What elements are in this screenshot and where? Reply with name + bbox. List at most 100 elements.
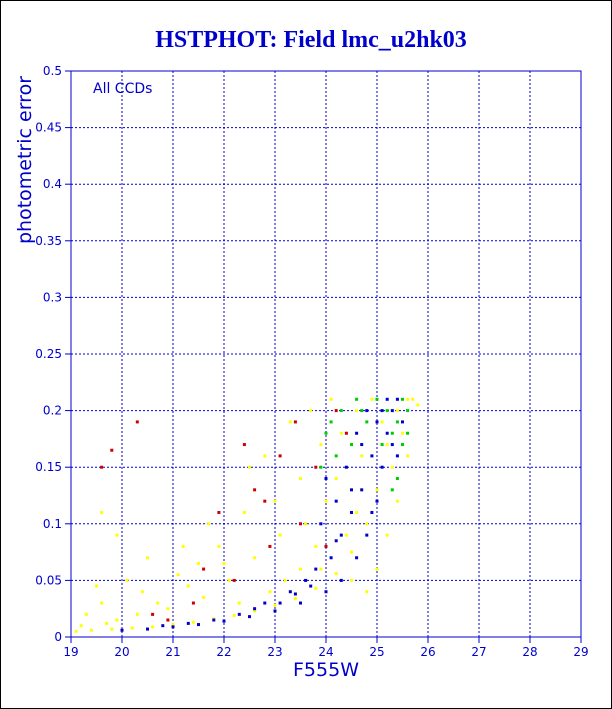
- data-point: [401, 443, 404, 447]
- data-point: [355, 409, 359, 413]
- data-point: [186, 621, 190, 625]
- data-point: [314, 567, 318, 571]
- data-point: [314, 586, 318, 590]
- data-point: [212, 618, 216, 622]
- data-point: [355, 431, 359, 435]
- data-point: [135, 612, 139, 616]
- y-tick-label: 0.4: [43, 177, 62, 191]
- y-tick-label: 0.35: [35, 234, 62, 248]
- data-point: [385, 431, 389, 435]
- data-point: [268, 544, 272, 548]
- data-point: [395, 409, 399, 413]
- data-point: [334, 499, 338, 503]
- data-point: [385, 397, 389, 401]
- data-point: [146, 627, 149, 631]
- data-point: [380, 443, 384, 447]
- y-tick-label: 0.3: [43, 290, 62, 304]
- data-point: [299, 601, 302, 605]
- data-point: [355, 510, 359, 514]
- data-point: [293, 420, 297, 424]
- data-point: [365, 590, 369, 594]
- data-point: [395, 477, 399, 481]
- x-tick-label: 20: [114, 645, 129, 659]
- x-tick-label: 22: [216, 645, 231, 659]
- data-point: [375, 488, 379, 492]
- y-tick-label: 0.25: [35, 347, 62, 361]
- data-point: [248, 465, 251, 469]
- data-point: [171, 623, 175, 627]
- data-point: [314, 544, 318, 548]
- data-point: [390, 465, 394, 469]
- data-point: [314, 465, 318, 469]
- data-point: [202, 595, 206, 599]
- data-point: [237, 601, 241, 605]
- data-point: [339, 409, 343, 413]
- data-point: [395, 397, 399, 401]
- data-point: [350, 578, 353, 582]
- data-point: [253, 609, 257, 613]
- data-point: [416, 403, 420, 407]
- data-point: [380, 420, 384, 424]
- data-point: [166, 618, 170, 622]
- data-point: [242, 443, 246, 447]
- data-point: [299, 477, 302, 481]
- data-point: [100, 510, 104, 514]
- data-point: [319, 443, 323, 447]
- data-point: [390, 409, 394, 413]
- y-axis-ticks: 0 0.05 0.1 0.15 0.2 0.25 0.3 0.35 0.4 0.45 0.5: [35, 64, 71, 644]
- x-tick-label: 29: [573, 645, 588, 659]
- x-axis-label: F555W: [293, 659, 359, 681]
- data-point: [334, 477, 338, 481]
- data-point: [309, 584, 313, 588]
- data-point: [197, 623, 200, 627]
- data-point: [319, 465, 323, 469]
- x-tick-label: 23: [267, 645, 282, 659]
- data-point: [263, 499, 267, 503]
- data-point: [365, 522, 369, 526]
- data-point: [191, 601, 195, 605]
- data-point: [115, 533, 119, 537]
- data-point: [324, 477, 328, 481]
- data-point: [334, 409, 338, 413]
- data-point: [232, 578, 236, 582]
- data-point: [324, 544, 328, 548]
- data-point: [110, 627, 114, 631]
- data-point: [370, 510, 374, 514]
- y-tick-label: 0.2: [43, 404, 62, 418]
- data-point: [278, 601, 282, 605]
- x-tick-label: 25: [369, 645, 384, 659]
- data-point: [151, 625, 155, 629]
- data-point: [222, 561, 226, 565]
- data-point: [411, 397, 415, 401]
- data-point: [120, 628, 124, 632]
- y-tick-label: 0.15: [35, 460, 62, 474]
- data-point: [360, 488, 364, 492]
- data-point: [375, 499, 379, 503]
- data-point: [406, 431, 410, 435]
- data-point: [334, 539, 338, 543]
- data-point: [278, 533, 282, 537]
- data-point: [406, 454, 410, 458]
- data-point: [375, 567, 379, 571]
- data-point: [227, 578, 231, 582]
- data-point: [253, 488, 257, 492]
- y-tick-label: 0.5: [43, 64, 62, 78]
- data-point: [135, 420, 139, 424]
- data-point: [401, 397, 404, 401]
- data-point: [299, 522, 302, 526]
- data-point: [100, 601, 104, 605]
- data-point: [232, 613, 236, 617]
- grid: [70, 70, 582, 638]
- data-point: [79, 624, 83, 628]
- data-point: [324, 431, 328, 435]
- data-point: [390, 431, 394, 435]
- data-point: [166, 607, 170, 611]
- x-tick-label: 19: [63, 645, 78, 659]
- data-point: [100, 465, 104, 469]
- data-point: [380, 465, 384, 469]
- data-point: [380, 409, 384, 413]
- data-point: [263, 601, 267, 605]
- data-point: [268, 590, 272, 594]
- data-point: [344, 431, 348, 435]
